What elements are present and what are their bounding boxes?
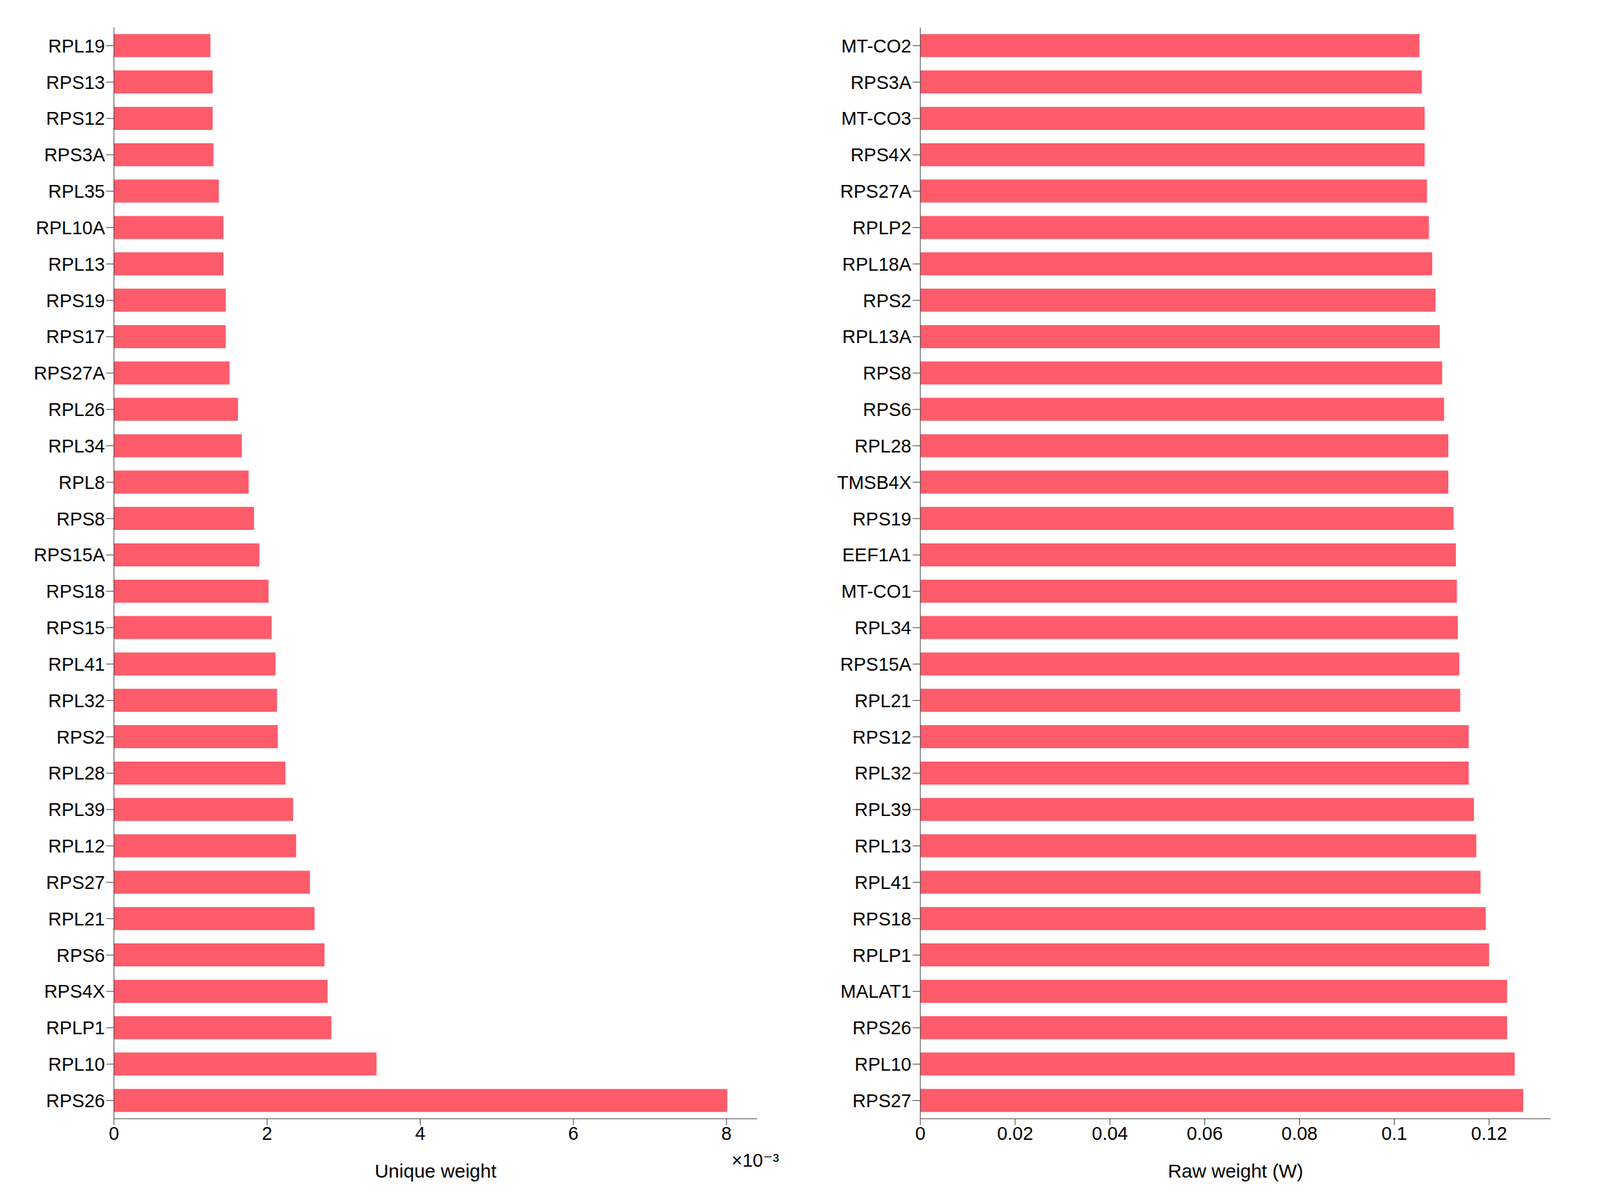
svg-text:RPL34: RPL34 bbox=[854, 617, 912, 639]
svg-text:0.04: 0.04 bbox=[1091, 1123, 1128, 1144]
svg-text:RPL10: RPL10 bbox=[854, 1054, 912, 1075]
svg-text:RPS19: RPS19 bbox=[46, 290, 105, 312]
svg-text:RPS18: RPS18 bbox=[852, 908, 912, 930]
svg-text:TMSB4X: TMSB4X bbox=[837, 472, 912, 493]
svg-text:RPL12: RPL12 bbox=[48, 835, 105, 857]
svg-text:0.06: 0.06 bbox=[1186, 1123, 1223, 1144]
svg-text:RPLP1: RPLP1 bbox=[852, 945, 912, 966]
svg-text:2: 2 bbox=[261, 1123, 272, 1144]
svg-text:RPL21: RPL21 bbox=[854, 690, 912, 712]
svg-text:RPLP1: RPLP1 bbox=[46, 1017, 105, 1039]
svg-text:0.08: 0.08 bbox=[1281, 1123, 1318, 1144]
svg-text:0: 0 bbox=[108, 1123, 120, 1144]
svg-text:RPL39: RPL39 bbox=[48, 799, 105, 820]
svg-text:RPS13: RPS13 bbox=[46, 72, 105, 93]
svg-text:RPL10: RPL10 bbox=[48, 1054, 105, 1075]
svg-text:RPL13: RPL13 bbox=[854, 835, 912, 857]
svg-text:RPS26: RPS26 bbox=[852, 1017, 912, 1039]
svg-text:RPS18: RPS18 bbox=[46, 581, 105, 602]
svg-text:RPL21: RPL21 bbox=[48, 908, 105, 930]
svg-text:RPL8: RPL8 bbox=[58, 472, 105, 493]
html-text:×10⁻³: ×10⁻³ bbox=[731, 1150, 780, 1171]
svg-text:RPS27A: RPS27A bbox=[33, 362, 106, 384]
svg-text:RPS6: RPS6 bbox=[862, 399, 912, 420]
svg-text:RPS17: RPS17 bbox=[46, 326, 105, 347]
svg-text:RPL13: RPL13 bbox=[48, 254, 105, 275]
svg-text:RPS8: RPS8 bbox=[56, 508, 105, 530]
svg-text:RPLP2: RPLP2 bbox=[852, 217, 912, 239]
svg-text:RPS8: RPS8 bbox=[862, 362, 912, 384]
svg-text:Raw weight (W): Raw weight (W) bbox=[1168, 1160, 1304, 1182]
svg-text:RPS27A: RPS27A bbox=[840, 181, 912, 202]
svg-text:RPL13A: RPL13A bbox=[842, 326, 912, 347]
svg-text:RPL32: RPL32 bbox=[48, 690, 105, 712]
svg-text:RPS2: RPS2 bbox=[56, 727, 105, 748]
svg-text:RPS3A: RPS3A bbox=[850, 72, 912, 93]
svg-text:RPL28: RPL28 bbox=[854, 435, 912, 457]
svg-text:MT-CO2: MT-CO2 bbox=[840, 35, 912, 57]
svg-text:4: 4 bbox=[415, 1123, 426, 1144]
svg-text:RPL41: RPL41 bbox=[48, 654, 105, 675]
svg-text:RPL32: RPL32 bbox=[854, 762, 912, 784]
svg-text:0: 0 bbox=[915, 1123, 926, 1144]
svg-text:RPL34: RPL34 bbox=[48, 435, 105, 457]
svg-text:MALAT1: MALAT1 bbox=[840, 981, 912, 1002]
svg-text:RPS3A: RPS3A bbox=[44, 144, 106, 166]
svg-text:RPL19: RPL19 bbox=[48, 35, 105, 57]
svg-text:RPS15A: RPS15A bbox=[33, 544, 106, 566]
svg-text:MT-CO3: MT-CO3 bbox=[840, 108, 912, 129]
svg-text:RPS2: RPS2 bbox=[862, 290, 912, 312]
svg-text:8: 8 bbox=[721, 1123, 732, 1144]
svg-text:RPS12: RPS12 bbox=[852, 727, 912, 748]
svg-text:Unique weight: Unique weight bbox=[374, 1160, 497, 1182]
svg-text:RPS27: RPS27 bbox=[46, 872, 105, 893]
svg-text:0.1: 0.1 bbox=[1381, 1123, 1407, 1144]
svg-text:RPS19: RPS19 bbox=[852, 508, 912, 530]
svg-text:RPS15A: RPS15A bbox=[840, 654, 912, 675]
svg-text:6: 6 bbox=[568, 1123, 579, 1144]
svg-text:RPS27: RPS27 bbox=[852, 1090, 912, 1112]
svg-text:0.02: 0.02 bbox=[997, 1123, 1033, 1144]
svg-text:RPS26: RPS26 bbox=[46, 1090, 105, 1112]
svg-text:0.12: 0.12 bbox=[1470, 1123, 1507, 1144]
svg-text:RPS15: RPS15 bbox=[46, 617, 105, 639]
svg-text:RPL41: RPL41 bbox=[854, 872, 912, 893]
svg-text:RPS4X: RPS4X bbox=[44, 981, 105, 1002]
svg-text:RPL39: RPL39 bbox=[854, 799, 912, 820]
svg-text:RPL18A: RPL18A bbox=[842, 254, 912, 275]
svg-text:RPS12: RPS12 bbox=[46, 108, 105, 129]
svg-text:RPS6: RPS6 bbox=[56, 945, 105, 966]
svg-text:RPL28: RPL28 bbox=[48, 762, 105, 784]
svg-text:RPS4X: RPS4X bbox=[850, 144, 912, 166]
svg-text:RPL10A: RPL10A bbox=[35, 217, 106, 239]
svg-text:EEF1A1: EEF1A1 bbox=[842, 544, 912, 566]
svg-text:MT-CO1: MT-CO1 bbox=[840, 581, 912, 602]
svg-text:RPL35: RPL35 bbox=[48, 181, 105, 202]
svg-text:RPL26: RPL26 bbox=[48, 399, 105, 420]
